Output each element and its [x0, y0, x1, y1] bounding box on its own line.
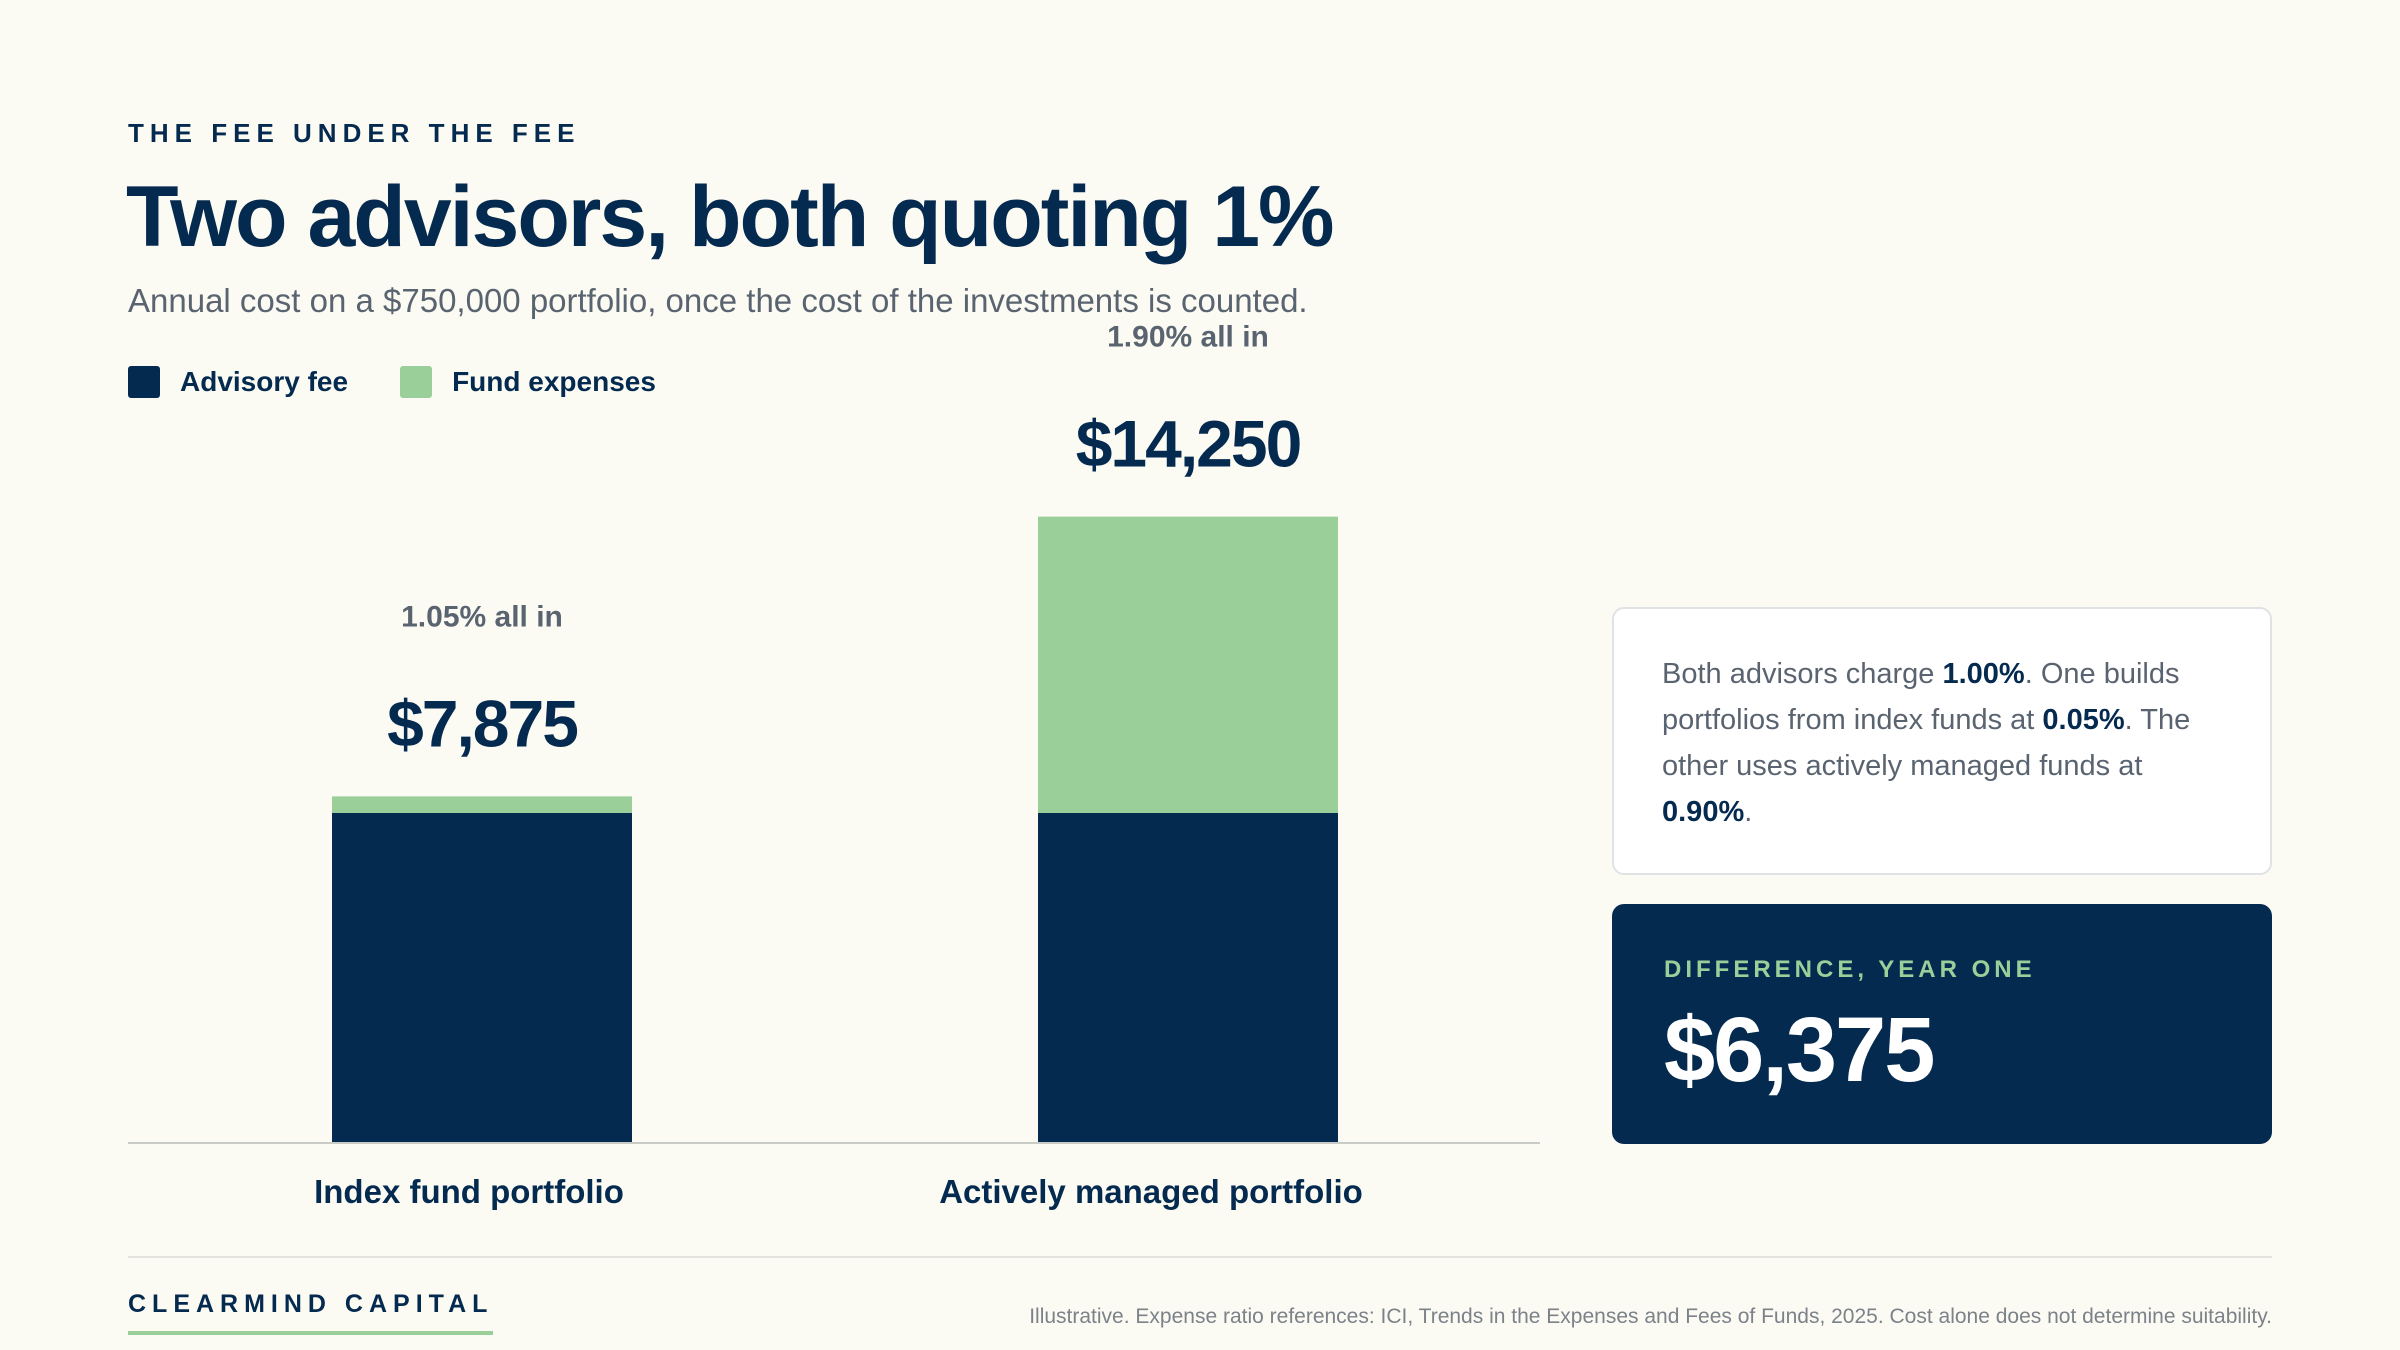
difference-label: DIFFERENCE, YEAR ONE	[1664, 956, 2036, 983]
legend-swatch-advisory-fee	[128, 366, 160, 398]
legend-item-advisory-fee: Advisory fee	[128, 366, 348, 398]
source-note: Illustrative. Expense ratio references: …	[1029, 1305, 2272, 1328]
callout-text-4: .	[1744, 796, 1753, 828]
legend-label-advisory-fee: Advisory fee	[180, 366, 349, 397]
callout-text-2: . One builds portfolios from index funds…	[1662, 658, 2180, 736]
total-label-active: $14,250	[1076, 407, 1301, 481]
brand-logo: CLEARMIND CAPITAL	[128, 1290, 494, 1335]
footer-divider	[128, 1256, 2272, 1258]
legend-item-fund-expenses: Fund expenses	[400, 366, 656, 398]
category-label-index: Index fund portfolio	[314, 1173, 624, 1210]
bar-index-fund-expenses	[332, 796, 632, 813]
bar-active-fund-expenses	[1038, 516, 1338, 813]
legend-label-fund-expenses: Fund expenses	[452, 366, 656, 397]
callout-text-1: Both advisors charge	[1662, 658, 1943, 690]
difference-card: DIFFERENCE, YEAR ONE $6,375	[1612, 904, 2272, 1144]
explanation-card: Both advisors charge 1.00%. One builds p…	[1612, 607, 2272, 875]
difference-value: $6,375	[1664, 999, 1935, 1101]
total-label-index: $7,875	[387, 686, 577, 760]
callout-active-rate: 0.90%	[1662, 796, 1745, 828]
callout-index-rate: 0.05%	[2042, 704, 2125, 736]
chart-legend: Advisory fee Fund expenses	[128, 366, 708, 398]
bar-index-advisory-fee	[332, 812, 632, 1142]
category-label-active: Actively managed portfolio	[939, 1173, 1363, 1210]
eyebrow: THE FEE UNDER THE FEE	[128, 118, 581, 148]
rate-label-active: 1.90% all in	[1107, 321, 1269, 354]
callout-text-3: . The other uses actively managed funds …	[1662, 704, 2191, 782]
page-title: Two advisors, both quoting 1%	[126, 169, 1335, 265]
legend-swatch-fund-expenses	[400, 366, 433, 398]
page-subtitle: Annual cost on a $750,000 portfolio, onc…	[128, 282, 1308, 319]
callout-advisor-rate: 1.00%	[1942, 658, 2025, 690]
bar-active-advisory-fee	[1038, 812, 1338, 1142]
rate-label-index: 1.05% all in	[401, 600, 563, 633]
